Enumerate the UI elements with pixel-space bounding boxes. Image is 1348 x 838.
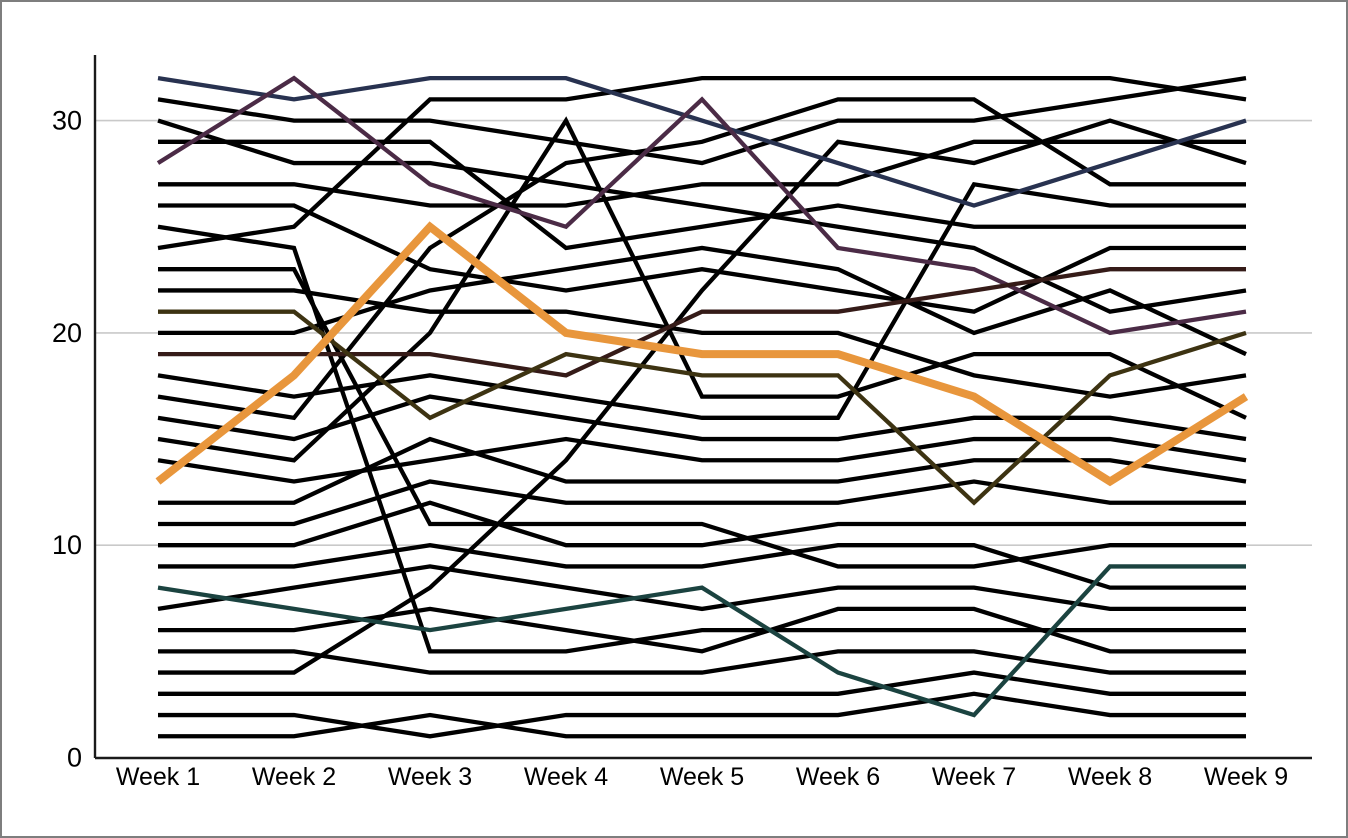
series-line-19	[158, 500, 1246, 548]
series-line-07	[157, 75, 1247, 251]
x-axis-label: Week 4	[524, 763, 608, 791]
series-line-18	[158, 479, 1246, 527]
series-line-29-dark-maroon	[158, 267, 1246, 378]
series-line-28-plum	[156, 75, 1247, 336]
series-line-02	[157, 118, 1247, 314]
series-line-12	[157, 97, 1246, 421]
series-line-11	[158, 118, 1247, 675]
series-line-20	[158, 543, 1246, 590]
series-line-23	[158, 649, 1246, 675]
series-line-31-teal	[157, 564, 1246, 718]
y-axis-label: 30	[52, 106, 82, 136]
y-axis-label: 10	[52, 530, 82, 560]
x-axis-label: Week 3	[388, 763, 472, 791]
x-axis-label: Week 1	[116, 763, 200, 791]
x-axis-label: Week 2	[252, 763, 336, 791]
y-axis-label: 20	[52, 318, 82, 348]
series-line-17	[158, 436, 1247, 505]
x-axis-label: Week 9	[1204, 763, 1288, 791]
series-line-01	[157, 76, 1247, 166]
series-line-27-navy	[157, 75, 1247, 208]
x-axis-label: Week 7	[932, 763, 1016, 791]
series-line-24	[158, 670, 1246, 696]
series-line-14	[157, 181, 1246, 420]
series-line-10	[158, 245, 1247, 357]
x-axis-label: Week 5	[660, 763, 744, 791]
x-axis-label: Week 8	[1068, 763, 1152, 791]
series-line-21	[157, 564, 1246, 612]
series-line-25	[158, 691, 1246, 739]
y-axis-label: 0	[67, 743, 82, 773]
series-line-22	[158, 606, 1246, 654]
series-line-05	[158, 203, 1246, 314]
x-axis-label: Week 6	[796, 763, 880, 791]
series-line-16	[157, 436, 1247, 484]
series-line-04	[158, 139, 1246, 208]
series-line-13	[157, 116, 1247, 463]
series-line-30-olive	[158, 309, 1247, 506]
series-line-03	[158, 139, 1246, 251]
series-line-26	[158, 712, 1246, 739]
series-line-32-highlight-highlighted	[155, 221, 1249, 487]
series-line-06	[157, 224, 1246, 654]
series-line-09	[158, 288, 1247, 399]
